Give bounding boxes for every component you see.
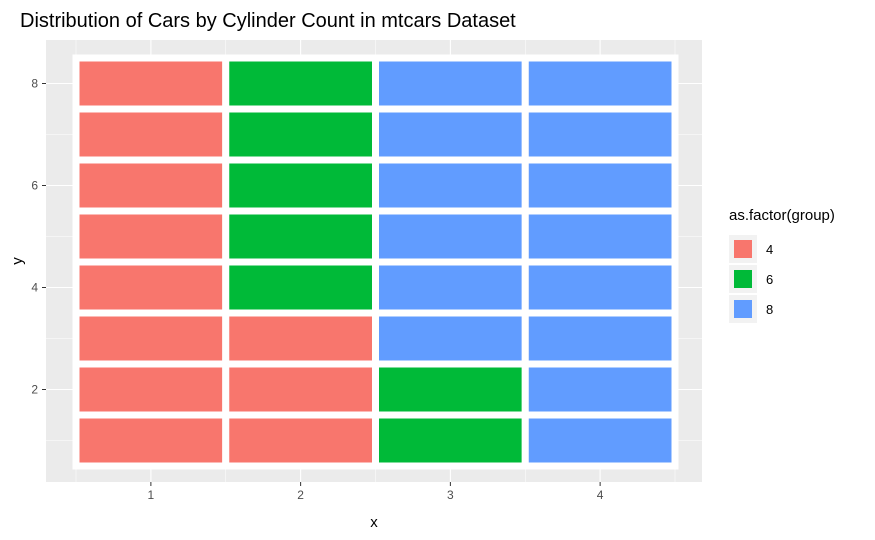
y-tick-label: 4 (31, 281, 38, 295)
tile-group-4 (72, 54, 230, 113)
tile-group-6 (222, 105, 379, 164)
tile-group-8 (372, 207, 529, 266)
legend-label-4: 4 (766, 242, 773, 257)
tile-group-6 (222, 54, 379, 113)
tile-group-4 (72, 258, 230, 317)
tile-group-8 (521, 156, 679, 215)
tile-group-8 (521, 54, 679, 113)
y-axis-ticks: 2 4 6 8 (31, 77, 46, 397)
tile-group-4 (72, 207, 230, 266)
chart-title: Distribution of Cars by Cylinder Count i… (20, 10, 516, 32)
tile-group-4 (72, 105, 230, 164)
tile-group-8 (372, 258, 529, 317)
tile-group-8 (521, 411, 679, 470)
tile-group-4 (222, 411, 379, 470)
legend-swatch-4 (734, 240, 752, 258)
x-tick-label: 1 (148, 488, 155, 502)
tile-group-4 (72, 156, 230, 215)
tile-group-8 (521, 105, 679, 164)
legend-title: as.factor(group) (729, 207, 835, 224)
x-tick-label: 3 (447, 488, 454, 502)
legend-swatch-8 (734, 300, 752, 318)
tile-group-4 (72, 411, 230, 470)
legend-entries: 4 6 8 (729, 235, 773, 323)
tile-group-8 (372, 105, 529, 164)
legend: as.factor(group) 4 6 8 (729, 207, 835, 323)
legend-label-8: 8 (766, 302, 773, 317)
tile-group-6 (222, 207, 379, 266)
tile-group-4 (222, 309, 379, 368)
tile-group-4 (222, 360, 379, 419)
y-tick-label: 6 (31, 179, 38, 193)
tile-group-8 (521, 360, 679, 419)
tile-group-6 (372, 411, 529, 470)
tile-group-8 (372, 156, 529, 215)
tile-group-6 (222, 156, 379, 215)
y-tick-label: 8 (31, 77, 38, 91)
tile-group-8 (521, 309, 679, 368)
tile-group-4 (72, 309, 230, 368)
tile-group-8 (521, 258, 679, 317)
tile-group-6 (372, 360, 529, 419)
x-tick-label: 4 (597, 488, 604, 502)
tile-group-8 (521, 207, 679, 266)
y-axis-title: y (9, 257, 26, 265)
x-axis-title: x (370, 514, 378, 531)
tile-group-6 (222, 258, 379, 317)
x-tick-label: 2 (297, 488, 304, 502)
tiles (72, 54, 679, 470)
legend-swatch-6 (734, 270, 752, 288)
legend-label-6: 6 (766, 272, 773, 287)
tile-group-8 (372, 54, 529, 113)
x-axis-ticks: 1 2 3 4 (148, 482, 604, 502)
tile-group-4 (72, 360, 230, 419)
tile-group-8 (372, 309, 529, 368)
y-tick-label: 2 (31, 383, 38, 397)
